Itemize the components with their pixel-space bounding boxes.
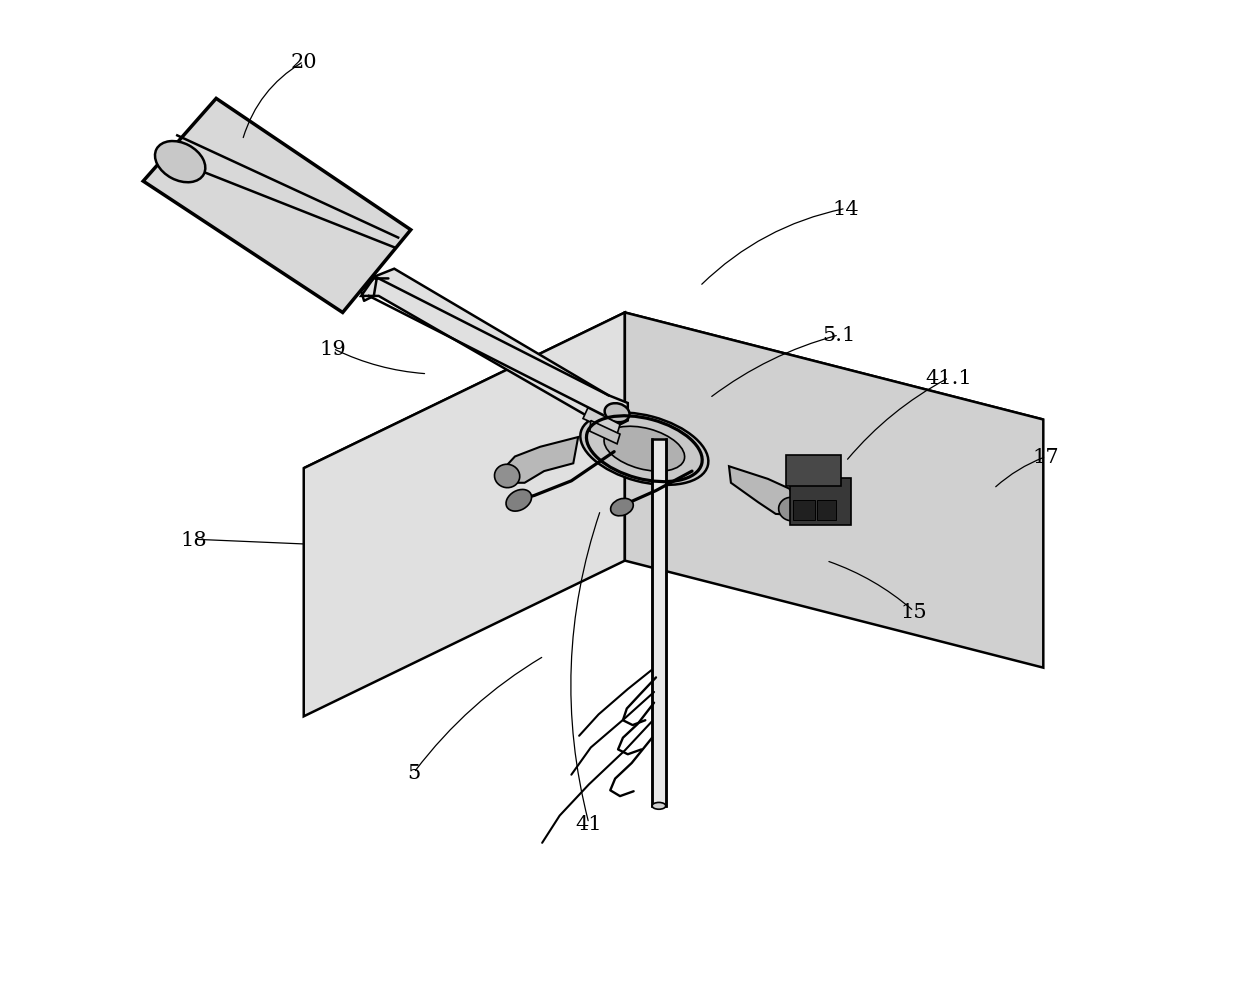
Text: 15: 15 <box>900 602 928 621</box>
Ellipse shape <box>580 413 708 485</box>
Polygon shape <box>652 440 666 806</box>
Ellipse shape <box>605 404 630 423</box>
Polygon shape <box>590 421 620 445</box>
Text: 5.1: 5.1 <box>822 326 856 345</box>
Polygon shape <box>583 408 620 435</box>
FancyBboxPatch shape <box>790 478 851 526</box>
Ellipse shape <box>604 427 684 471</box>
Text: 41.1: 41.1 <box>925 369 972 387</box>
Text: 17: 17 <box>1033 448 1059 466</box>
Ellipse shape <box>506 490 532 512</box>
FancyBboxPatch shape <box>817 501 836 521</box>
Ellipse shape <box>155 142 206 183</box>
Text: 19: 19 <box>320 339 346 359</box>
Polygon shape <box>503 438 578 483</box>
Polygon shape <box>304 314 625 717</box>
Ellipse shape <box>610 499 634 517</box>
Polygon shape <box>304 314 1043 576</box>
Text: 41: 41 <box>575 814 603 833</box>
Polygon shape <box>361 269 627 430</box>
Text: 20: 20 <box>290 53 317 72</box>
Ellipse shape <box>495 464 520 488</box>
Text: 18: 18 <box>181 530 207 549</box>
Polygon shape <box>729 466 797 516</box>
FancyBboxPatch shape <box>794 501 815 521</box>
FancyBboxPatch shape <box>786 456 841 486</box>
Text: 5: 5 <box>407 763 420 783</box>
Polygon shape <box>625 314 1043 668</box>
Text: 14: 14 <box>832 199 859 219</box>
Polygon shape <box>143 100 410 314</box>
Ellipse shape <box>652 803 666 810</box>
Ellipse shape <box>779 498 804 522</box>
